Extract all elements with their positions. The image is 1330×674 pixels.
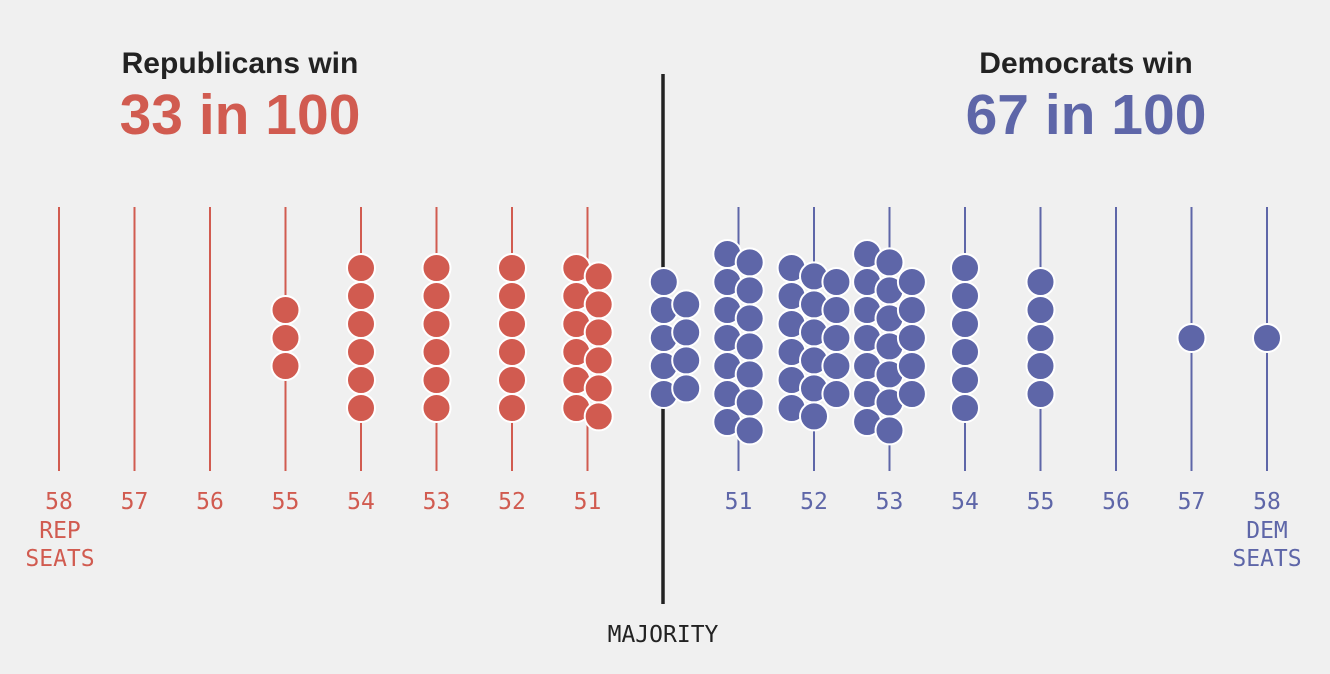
rep-outcome-dot (421, 281, 452, 311)
rep-seats-label-line2: SEATS (25, 546, 94, 572)
dem-outcome-dot (1025, 351, 1056, 381)
rep-outcome-dot (421, 365, 452, 395)
dem-tick-55: 55 (1027, 489, 1055, 515)
dem-seats-label-line1: DEM (1246, 518, 1288, 544)
dem-outcome-dot (874, 247, 905, 278)
democrats-win-odds: 67 in 100 (966, 83, 1207, 147)
rep-outcome-dot (497, 365, 527, 395)
rep-outcome-dot (270, 323, 301, 353)
dem-tick-56: 56 (1102, 489, 1130, 515)
dem-tick-53: 53 (876, 489, 904, 515)
rep-tick-53: 53 (423, 489, 451, 515)
dem-outcome-dot (1176, 323, 1207, 353)
dem-majority-dot (671, 317, 702, 348)
dem-outcome-dot (896, 267, 927, 297)
rep-outcome-dot (346, 281, 376, 311)
dem-outcome-dot (821, 323, 852, 353)
dem-outcome-dot (1252, 323, 1282, 353)
rep-outcome-dot (583, 317, 614, 348)
dem-majority-dot (671, 373, 702, 404)
rep-tick-52: 52 (498, 489, 526, 515)
rep-outcome-dot (421, 337, 452, 367)
rep-tick-58: 58 (45, 489, 73, 515)
rep-outcome-dot (346, 365, 376, 395)
rep-outcome-dot (497, 281, 527, 311)
rep-tick-54: 54 (347, 489, 375, 515)
dem-outcome-dot (950, 309, 980, 339)
dem-outcome-dot (734, 359, 765, 390)
rep-outcome-dot (346, 309, 376, 339)
rep-outcome-dot (421, 253, 452, 283)
dem-outcome-dot (821, 379, 852, 409)
dem-outcome-dot (950, 365, 980, 395)
dem-outcome-dot (896, 351, 927, 381)
dem-outcome-dot (950, 253, 980, 283)
dem-outcome-dot (1025, 267, 1056, 297)
dem-outcome-dot (874, 415, 905, 446)
rep-outcome-dot (346, 393, 376, 423)
dem-outcome-dot (950, 393, 980, 423)
dem-tick-58: 58 (1253, 489, 1281, 515)
dem-majority-dot (648, 267, 679, 297)
rep-outcome-dot (497, 253, 527, 283)
rep-outcome-dot (346, 337, 376, 367)
dem-outcome-dot (950, 337, 980, 367)
dem-seats-label-line2: SEATS (1232, 546, 1301, 572)
dem-outcome-dot (734, 331, 765, 362)
rep-tick-57: 57 (121, 489, 149, 515)
rep-tick-56: 56 (196, 489, 224, 515)
rep-outcome-dot (583, 289, 614, 320)
rep-outcome-dot (583, 373, 614, 404)
rep-outcome-dot (421, 393, 452, 423)
seat-tick-labels: 58 57 56 55 54 53 52 51 51 52 53 54 55 56 57 58 (45, 489, 1281, 515)
dem-outcome-dot (1025, 379, 1056, 409)
dem-outcome-dot (896, 379, 927, 409)
rep-outcome-dot (583, 401, 614, 432)
rep-outcome-dot (346, 253, 376, 283)
democrats-win-heading: Democrats win (979, 47, 1192, 80)
dem-outcome-dot (1025, 295, 1056, 325)
rep-tick-51: 51 (574, 489, 602, 515)
dem-outcome-dot (1025, 323, 1056, 353)
dem-outcome-dot (734, 247, 765, 278)
dem-tick-51: 51 (725, 489, 753, 515)
dem-outcome-dot (950, 281, 980, 311)
dem-outcome-dot (821, 295, 852, 325)
dem-tick-52: 52 (800, 489, 828, 515)
dem-tick-54: 54 (951, 489, 979, 515)
dem-tick-57: 57 (1178, 489, 1206, 515)
rep-tick-55: 55 (272, 489, 300, 515)
majority-label: MAJORITY (608, 622, 719, 648)
rep-outcome-dot (497, 309, 527, 339)
rep-outcome-dot (421, 309, 452, 339)
dem-outcome-dot (734, 387, 765, 418)
dem-outcome-dot (734, 303, 765, 334)
dem-outcome-dot (799, 401, 829, 432)
rep-outcome-dot (497, 393, 527, 423)
rep-seats-label-line1: REP (39, 518, 81, 544)
republicans-win-heading: Republicans win (122, 47, 359, 80)
dem-outcome-dot (821, 267, 852, 297)
dem-outcome-dot (896, 295, 927, 325)
rep-outcome-dot (270, 295, 301, 325)
dem-outcome-dot (821, 351, 852, 381)
dem-majority-dot (671, 289, 702, 320)
dem-outcome-dot (896, 323, 927, 353)
rep-outcome-dot (497, 337, 527, 367)
republicans-win-odds: 33 in 100 (120, 83, 361, 147)
dem-outcome-dot (734, 415, 765, 446)
dem-majority-dot (671, 345, 702, 376)
dem-outcome-dot (734, 275, 765, 306)
rep-outcome-dot (583, 345, 614, 376)
rep-outcome-dot (583, 261, 614, 292)
outcome-dots (270, 239, 1282, 446)
rep-outcome-dot (270, 351, 301, 381)
